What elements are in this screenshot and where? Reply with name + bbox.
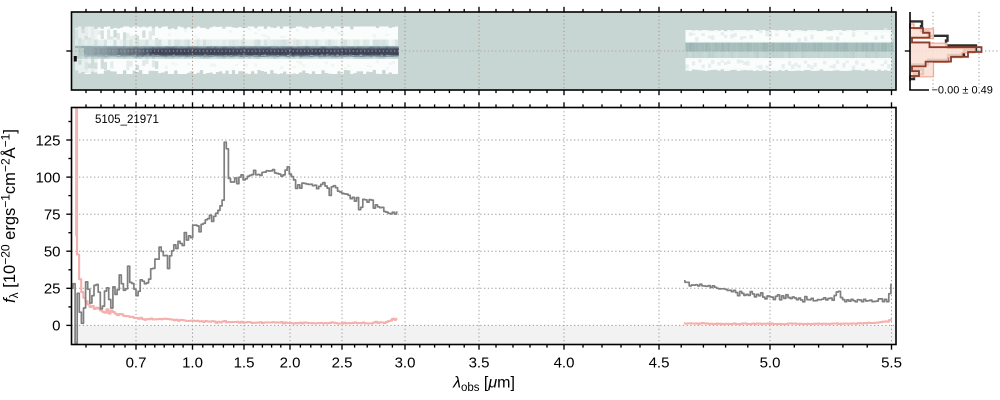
svg-text:fλ [10−20 ergs−1cm−2Å−1]: fλ [10−20 ergs−1cm−2Å−1] [0, 129, 21, 303]
svg-text:75: 75 [44, 207, 61, 224]
svg-text:125: 125 [35, 132, 60, 149]
svg-text:5105_21971: 5105_21971 [95, 114, 159, 126]
svg-text:1.0: 1.0 [182, 355, 203, 372]
svg-text:4.0: 4.0 [554, 355, 575, 372]
svg-text:0.7: 0.7 [126, 355, 147, 372]
svg-text:5.5: 5.5 [881, 355, 902, 372]
svg-text:0: 0 [52, 318, 60, 335]
svg-text:50: 50 [44, 244, 61, 261]
svg-text:λobs [μm]: λobs [μm] [452, 375, 515, 394]
svg-text:25: 25 [44, 281, 61, 298]
svg-text:2.0: 2.0 [280, 355, 301, 372]
svg-text:4.5: 4.5 [649, 355, 670, 372]
svg-text:100: 100 [35, 169, 60, 186]
svg-text:3.5: 3.5 [469, 355, 490, 372]
svg-text:−0.00 ± 0.49: −0.00 ± 0.49 [932, 85, 993, 97]
svg-text:1.5: 1.5 [234, 355, 255, 372]
svg-text:3.0: 3.0 [395, 355, 416, 372]
svg-text:2.5: 2.5 [332, 355, 353, 372]
svg-text:5.0: 5.0 [760, 355, 781, 372]
